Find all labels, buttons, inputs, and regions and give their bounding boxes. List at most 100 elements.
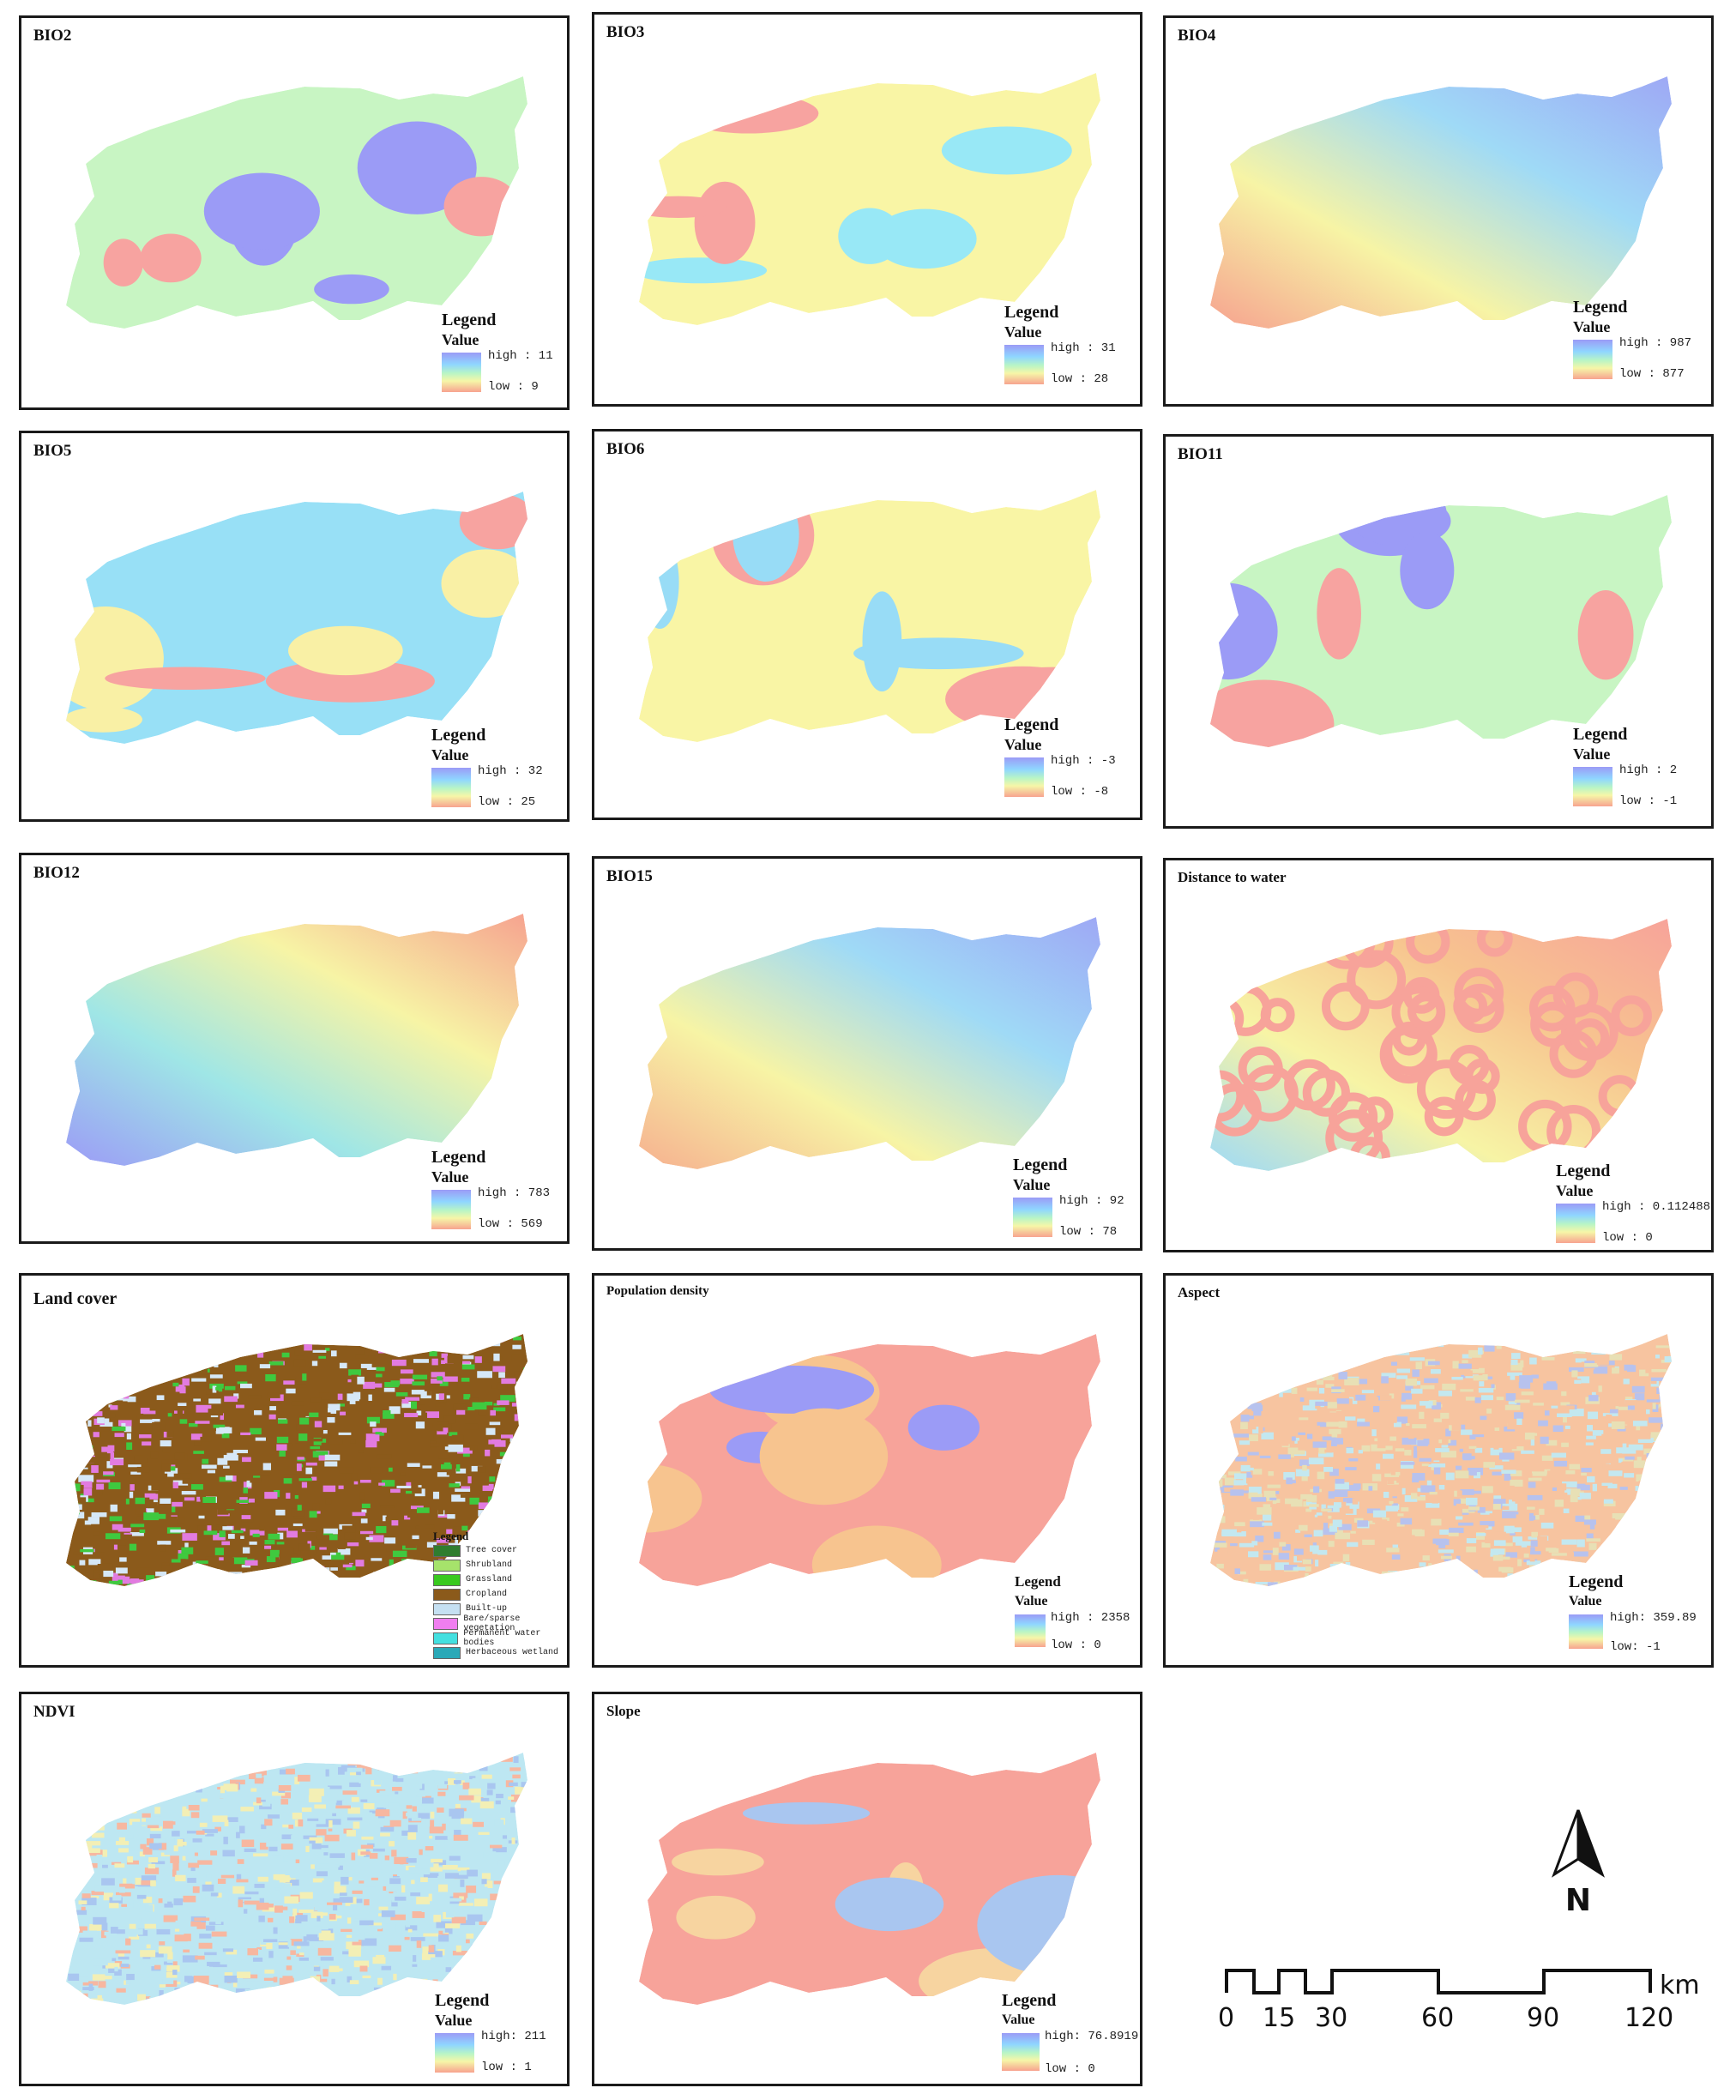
land-cover-legend-items: Tree cover Shrubland Grassland Cropland Buil… xyxy=(433,1543,567,1660)
map-region xyxy=(66,1753,527,2005)
legend-low: low : 1 xyxy=(481,2061,532,2074)
color-ramp xyxy=(1573,767,1612,806)
legend-low: low : 0 xyxy=(1602,1231,1653,1245)
color-ramp xyxy=(1015,1614,1046,1647)
legend: Legend Value high : 2 low : -1 xyxy=(1573,724,1677,810)
legend-title: Legend xyxy=(435,1991,490,2010)
legend-subtitle: Value xyxy=(442,331,479,348)
map-bio5 xyxy=(66,492,527,744)
legend-title: Legend xyxy=(1013,1156,1068,1174)
legend-high: high : 92 xyxy=(1059,1194,1124,1208)
legend: Legend Value high : 31 low : 28 xyxy=(1004,302,1116,388)
legend: Legend Value high : 32 low : 25 xyxy=(431,725,543,811)
color-ramp xyxy=(1013,1198,1052,1237)
north-arrow-icon: N xyxy=(1552,1809,1605,1917)
map-bio15 xyxy=(639,917,1100,1169)
legend: Legend Value high: 211 low : 1 xyxy=(435,1990,546,2076)
map-panel-bio4: BIO4 Legend Value high : 987 low : 877 xyxy=(1163,15,1714,407)
scale-bar: 0 15 30 60 90 120 km xyxy=(1201,1969,1715,2072)
legend-swatch xyxy=(433,1573,461,1586)
legend-low: low : -1 xyxy=(1619,794,1678,808)
map-bio3 xyxy=(639,73,1100,325)
legend-low: low : 25 xyxy=(478,795,536,809)
legend-low: low : 28 xyxy=(1051,372,1109,386)
legend-title: Legend xyxy=(1573,725,1628,744)
legend-high: high : 31 xyxy=(1051,341,1116,355)
legend-swatch xyxy=(433,1544,461,1557)
legend-swatch xyxy=(433,1632,459,1644)
scale-tick-30: 30 xyxy=(1315,2003,1348,2033)
legend-low: low : 9 xyxy=(488,380,539,394)
legend-high: high : 2 xyxy=(1619,763,1678,777)
scale-bar-graphic xyxy=(1225,1969,1652,1994)
panel-title: BIO4 xyxy=(1178,27,1216,45)
legend-swatch xyxy=(433,1646,461,1659)
map-panel-slope: Slope Legend Value high: 76.8919 low : 0 xyxy=(592,1692,1142,2086)
legend: Legend Value high : 11 low : 9 xyxy=(442,310,553,395)
scale-tick-15: 15 xyxy=(1263,2003,1296,2033)
legend-high: high : 0.112488 xyxy=(1602,1200,1711,1214)
map-panel-land-cover: Land cover Legend Tree cover Shrubland Gra… xyxy=(19,1273,570,1668)
land-cover-legend-item: Permanent water bodies xyxy=(433,1628,567,1648)
north-label: N xyxy=(1565,1883,1591,1917)
legend: Legend Value high : 92 low : 78 xyxy=(1013,1155,1124,1240)
scale-tick-0: 0 xyxy=(1218,2003,1235,2033)
legend-swatch xyxy=(433,1588,461,1601)
legend-subtitle: Value xyxy=(1013,1176,1051,1193)
panel-title: NDVI xyxy=(33,1703,75,1721)
map-region xyxy=(1210,76,1672,329)
legend-subtitle: Value xyxy=(1004,323,1042,341)
map-region xyxy=(66,76,527,329)
color-ramp xyxy=(1004,757,1044,797)
map-region xyxy=(639,917,1100,1169)
scale-unit: km xyxy=(1660,1970,1700,2000)
map-panel-population-density: Population density Legend Value high : 2… xyxy=(592,1273,1142,1668)
legend-high: high : 783 xyxy=(478,1186,551,1200)
color-ramp xyxy=(431,768,471,807)
legend-low: low : -8 xyxy=(1051,785,1109,799)
legend-high: high: 359.89 xyxy=(1610,1611,1697,1625)
map-region xyxy=(66,914,527,1166)
color-ramp xyxy=(1573,340,1612,379)
legend-item-label: Herbaceous wetland xyxy=(466,1648,559,1657)
legend-subtitle: Value xyxy=(431,1168,469,1186)
legend-item-label: Permanent water bodies xyxy=(463,1628,541,1648)
legend-subtitle: Value xyxy=(1004,736,1042,753)
panel-title: BIO11 xyxy=(1178,445,1223,463)
legend-low: low : 877 xyxy=(1619,367,1685,381)
map-panel-bio15: BIO15 Legend Value high : 92 low : 78 xyxy=(592,856,1142,1251)
legend-low: low: -1 xyxy=(1610,1640,1661,1654)
scale-tick-60: 60 xyxy=(1421,2003,1455,2033)
panel-title: Population density xyxy=(606,1284,709,1298)
map-panel-ndvi: NDVI Legend Value high: 211 low : 1 xyxy=(19,1692,570,2086)
land-cover-legend-item: Cropland xyxy=(433,1587,567,1602)
land-cover-legend-item: Built-up xyxy=(433,1602,567,1616)
color-ramp xyxy=(1556,1204,1595,1243)
legend: Legend Value high : 783 low : 569 xyxy=(431,1147,550,1233)
color-ramp xyxy=(1002,2033,1040,2071)
legend-item-label: Tree cover xyxy=(466,1546,518,1555)
panel-title: Land cover xyxy=(33,1289,118,1308)
map-ndvi xyxy=(66,1753,527,2005)
legend-high: high : 11 xyxy=(488,349,553,363)
land-cover-legend-item: Grassland xyxy=(433,1572,567,1587)
map-region xyxy=(639,490,1100,742)
legend-low: low : 0 xyxy=(1051,1638,1101,1652)
legend-title: Legend xyxy=(1556,1162,1611,1180)
map-region xyxy=(1210,1334,1672,1586)
panel-title: BIO2 xyxy=(33,27,72,45)
legend-item-label: Bare/sparse vegetation xyxy=(463,1614,521,1633)
legend-swatch xyxy=(433,1617,459,1630)
legend-title: Legend xyxy=(1002,1991,1057,2010)
panel-title: BIO3 xyxy=(606,23,645,41)
legend-subtitle: Value xyxy=(431,746,469,763)
legend: Legend Value high : 2358 low : 0 xyxy=(1015,1572,1130,1657)
legend: Legend Value high : 0.112488 low : 0 xyxy=(1556,1161,1710,1246)
map-panel-bio12: BIO12 Legend Value high : 783 low : 569 xyxy=(19,853,570,1244)
map-population-density xyxy=(639,1334,1100,1586)
legend-title: Legend xyxy=(1004,303,1059,322)
map-region xyxy=(639,73,1100,325)
legend: Legend Value high: 359.89 low: -1 xyxy=(1569,1572,1697,1657)
legend-low: low : 0 xyxy=(1045,2062,1095,2076)
land-cover-legend-item: Shrubland xyxy=(433,1558,567,1572)
